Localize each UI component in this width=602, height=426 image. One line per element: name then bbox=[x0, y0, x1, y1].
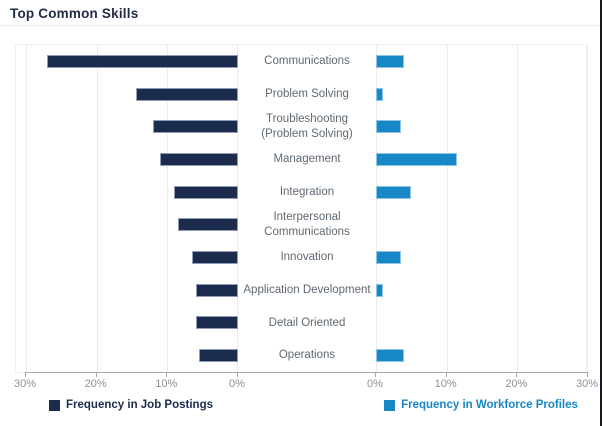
x-tick-label: 30% bbox=[13, 378, 37, 390]
axis-tick bbox=[516, 372, 518, 377]
plot-row bbox=[376, 110, 588, 143]
plot-row bbox=[26, 307, 238, 340]
category-label: Application Development bbox=[243, 283, 371, 296]
workforce-profiles-bar[interactable] bbox=[376, 87, 384, 101]
plot-row bbox=[376, 78, 588, 111]
plot-row bbox=[26, 176, 238, 209]
job-postings-bar[interactable] bbox=[160, 152, 238, 166]
window-right-edge bbox=[600, 0, 602, 426]
gridline bbox=[26, 45, 27, 372]
plot-row bbox=[376, 209, 588, 242]
category-label: Operations bbox=[278, 349, 336, 362]
job-postings-bar[interactable] bbox=[192, 251, 238, 265]
workforce-profiles-bar[interactable] bbox=[376, 120, 401, 134]
plot-row bbox=[26, 209, 238, 242]
workforce-profiles-plot-area bbox=[376, 45, 588, 372]
plot-row bbox=[376, 143, 588, 176]
axis-tick bbox=[445, 372, 447, 377]
gridline bbox=[446, 45, 448, 372]
job-postings-bar[interactable] bbox=[135, 87, 238, 101]
plot-row bbox=[26, 78, 238, 111]
plot-row bbox=[26, 45, 238, 78]
axis-tick bbox=[375, 372, 376, 377]
workforce-profiles-bar[interactable] bbox=[376, 349, 405, 363]
legend-label-job-postings: Frequency in Job Postings bbox=[66, 399, 213, 411]
category-label: Troubleshooting (Problem Solving) bbox=[261, 112, 353, 140]
axis-tick bbox=[25, 372, 26, 377]
x-tick-label: 0% bbox=[367, 378, 383, 390]
category-label: Problem Solving bbox=[265, 87, 349, 100]
job-postings-bar[interactable] bbox=[195, 283, 238, 297]
legend-job-postings: Frequency in Job Postings bbox=[25, 399, 237, 411]
plot-row bbox=[26, 110, 238, 143]
x-tick-label: 0% bbox=[229, 378, 245, 390]
x-tick-label: 20% bbox=[505, 378, 528, 390]
legend-swatch-job-postings bbox=[49, 399, 61, 411]
x-tick-label: 10% bbox=[434, 378, 457, 390]
plot-row bbox=[26, 274, 238, 307]
legend-swatch-workforce-profiles bbox=[384, 399, 396, 411]
gridline bbox=[517, 45, 519, 372]
plot-row bbox=[376, 241, 588, 274]
gridline bbox=[237, 45, 238, 372]
workforce-profiles-bar[interactable] bbox=[376, 54, 405, 68]
job-postings-bar[interactable] bbox=[47, 54, 238, 68]
category-label: Integration bbox=[279, 185, 335, 198]
job-postings-bar[interactable] bbox=[177, 218, 238, 232]
job-postings-bar[interactable] bbox=[153, 120, 238, 134]
workforce-profiles-bar[interactable] bbox=[376, 251, 401, 265]
title-divider bbox=[0, 25, 602, 26]
category-label: Innovation bbox=[280, 251, 334, 264]
category-label: Detail Oriented bbox=[268, 316, 346, 329]
plot-row bbox=[376, 176, 588, 209]
gridline bbox=[587, 45, 588, 372]
x-tick-label: 20% bbox=[84, 378, 107, 390]
job-postings-bar[interactable] bbox=[199, 349, 238, 363]
job-postings-bar[interactable] bbox=[195, 316, 238, 330]
plot-left-padding bbox=[16, 45, 26, 372]
category-label: Communications bbox=[264, 54, 350, 67]
category-label: Interpersonal Communications bbox=[264, 210, 350, 238]
plot-row bbox=[26, 143, 238, 176]
plot-row bbox=[376, 45, 588, 78]
workforce-profiles-bar[interactable] bbox=[376, 152, 458, 166]
workforce-profiles-bar[interactable] bbox=[376, 283, 384, 297]
plot-row bbox=[376, 339, 588, 372]
gridline bbox=[376, 45, 377, 372]
workforce-profiles-bar[interactable] bbox=[376, 185, 412, 199]
category-labels-column: Communications Problem Solving Troubleshoo… bbox=[238, 45, 376, 372]
axis-tick bbox=[587, 372, 588, 377]
page-title: Top Common Skills bbox=[10, 6, 139, 21]
x-tick-label: 10% bbox=[155, 378, 178, 390]
legend-workforce-profiles: Frequency in Workforce Profiles bbox=[375, 399, 587, 411]
job-postings-plot-area bbox=[26, 45, 238, 372]
axis-tick bbox=[237, 372, 238, 377]
chart-plot-frame: Communications Problem Solving Troubleshoo… bbox=[15, 44, 588, 373]
x-tick-label: 30% bbox=[575, 378, 599, 390]
job-postings-bar[interactable] bbox=[174, 185, 238, 199]
plot-row bbox=[26, 339, 238, 372]
gridline bbox=[96, 45, 98, 372]
x-axis-line bbox=[25, 372, 587, 373]
category-label: Management bbox=[273, 152, 341, 165]
gridline bbox=[167, 45, 169, 372]
axis-tick bbox=[95, 372, 97, 377]
plot-row bbox=[26, 241, 238, 274]
plot-row bbox=[376, 307, 588, 340]
axis-tick bbox=[166, 372, 168, 377]
legend-label-workforce-profiles: Frequency in Workforce Profiles bbox=[401, 399, 578, 411]
plot-row bbox=[376, 274, 588, 307]
